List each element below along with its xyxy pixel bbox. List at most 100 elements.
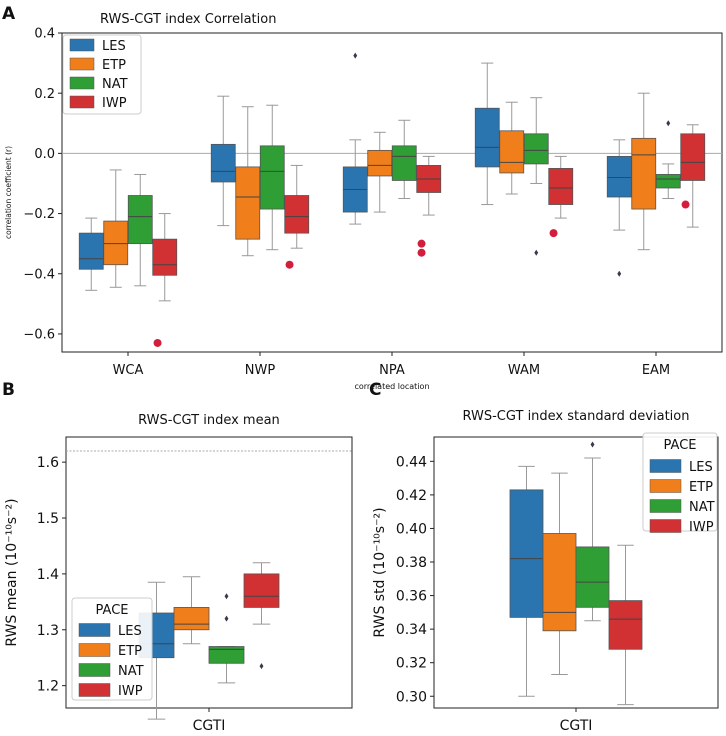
legend-label-les: LES xyxy=(102,39,126,54)
legend-label-les: LES xyxy=(118,624,142,639)
box-body xyxy=(499,130,525,174)
legend-swatch-iwp xyxy=(69,95,95,109)
legend-swatch-nat xyxy=(649,499,682,513)
x-tick-label: CGTI xyxy=(560,718,593,734)
outlier-point xyxy=(224,593,229,600)
legend-swatch-les xyxy=(69,38,95,52)
legend-label-les: LES xyxy=(689,460,713,475)
box-iwp-npa xyxy=(416,155,442,257)
y-tick-label: 0.38 xyxy=(396,555,427,571)
legend-frame xyxy=(62,34,142,115)
panel-label: B xyxy=(2,380,15,400)
box-body xyxy=(608,600,643,650)
box-etp-npa xyxy=(367,131,393,213)
box-body xyxy=(152,238,178,276)
x-tick-label: NWP xyxy=(245,363,276,378)
box-nat-cgti xyxy=(575,441,610,622)
box-etp-cgti xyxy=(542,472,577,675)
legend-swatch-etp xyxy=(649,479,682,493)
legend-label-iwp: IWP xyxy=(102,96,127,111)
box-les-wam xyxy=(474,62,500,206)
box-body xyxy=(391,145,417,181)
outlier-point xyxy=(549,229,558,238)
legend-swatch-etp xyxy=(69,57,95,71)
box-nat-npa xyxy=(391,119,417,200)
y-tick-label: 0.40 xyxy=(396,521,427,537)
y-tick-label: −0.2 xyxy=(23,207,55,222)
legend-swatch-iwp xyxy=(649,519,682,533)
box-body xyxy=(127,195,153,245)
box-body xyxy=(208,646,245,664)
box-iwp-cgti xyxy=(608,544,643,706)
box-body xyxy=(631,137,657,210)
legend-label-iwp: IWP xyxy=(118,684,143,699)
legend: PACE LES ETP NAT IWP xyxy=(71,597,153,701)
y-tick-label: 1.5 xyxy=(37,511,59,527)
box-body xyxy=(210,143,236,183)
legend-swatch-iwp xyxy=(78,683,111,697)
x-tick-label: WAM xyxy=(508,363,540,378)
outlier-point xyxy=(417,248,426,257)
y-tick-label: 0.2 xyxy=(34,87,55,102)
legend-label-nat: NAT xyxy=(689,500,715,515)
box-body xyxy=(680,133,706,181)
chart-panel-c: C RWS-CGT index standard deviation 0.44 0.4… xyxy=(369,380,719,734)
y-tick-label: 1.4 xyxy=(37,567,59,583)
panel-label: C xyxy=(369,380,381,400)
box-etp-cgti xyxy=(173,576,210,645)
box-nat-cgti xyxy=(208,593,245,684)
box-body xyxy=(78,232,104,270)
box-les-wca xyxy=(78,217,104,291)
legend-label-etp: ETP xyxy=(102,58,126,73)
box-iwp-eam xyxy=(680,124,706,228)
outlier-point xyxy=(666,120,671,127)
legend-title: PACE xyxy=(96,603,129,618)
box-body xyxy=(548,168,574,205)
box-body xyxy=(367,149,393,177)
y-axis-label: RWS mean (10⁻¹⁰s⁻²) xyxy=(4,498,20,646)
outlier-point xyxy=(417,239,426,248)
outlier-point xyxy=(617,270,622,277)
y-tick-label: 1.6 xyxy=(37,455,59,471)
y-axis-label: correlation coefficient (r) xyxy=(4,146,13,239)
box-body xyxy=(103,220,129,266)
chart-title: RWS-CGT index Correlation xyxy=(100,12,276,27)
outlier-point xyxy=(681,200,690,209)
y-tick-label: 0.36 xyxy=(396,589,427,605)
legend: PACE LES ETP NAT IWP xyxy=(642,432,718,535)
outlier-point xyxy=(353,52,358,59)
box-body xyxy=(655,174,681,189)
box-body xyxy=(235,166,261,240)
legend-label-etp: ETP xyxy=(118,644,142,659)
legend-label-etp: ETP xyxy=(689,480,713,495)
chart-title: RWS-CGT index mean xyxy=(138,413,280,428)
legend-label-nat: NAT xyxy=(118,664,144,679)
box-etp-wam xyxy=(499,101,525,195)
panel-label: A xyxy=(2,4,16,24)
box-iwp-wam xyxy=(548,155,574,238)
box-iwp-cgti xyxy=(243,562,280,670)
legend-title: PACE xyxy=(664,438,697,453)
x-axis-label: correlated location xyxy=(354,382,429,391)
box-body xyxy=(575,546,610,608)
outlier-point xyxy=(259,663,264,670)
box-nat-eam xyxy=(655,120,681,200)
legend-label-nat: NAT xyxy=(102,77,128,92)
outlier-point xyxy=(224,615,229,622)
box-body xyxy=(542,533,577,632)
y-tick-label: 0.4 xyxy=(34,27,55,42)
box-iwp-wca xyxy=(152,213,178,347)
box-nat-nwp xyxy=(259,104,285,251)
box-body xyxy=(523,133,549,165)
y-tick-label: −0.6 xyxy=(23,328,55,343)
y-tick-label: 0.44 xyxy=(396,454,427,470)
box-nat-wca xyxy=(127,173,153,287)
y-tick-label: 1.3 xyxy=(37,623,59,639)
outlier-point xyxy=(153,338,162,347)
outlier-point xyxy=(534,249,539,256)
x-tick-label: WCA xyxy=(113,363,144,378)
box-nat-wam xyxy=(523,97,549,256)
box-body xyxy=(474,107,500,168)
x-tick-label: NPA xyxy=(379,363,405,378)
box-les-cgti xyxy=(509,465,544,697)
